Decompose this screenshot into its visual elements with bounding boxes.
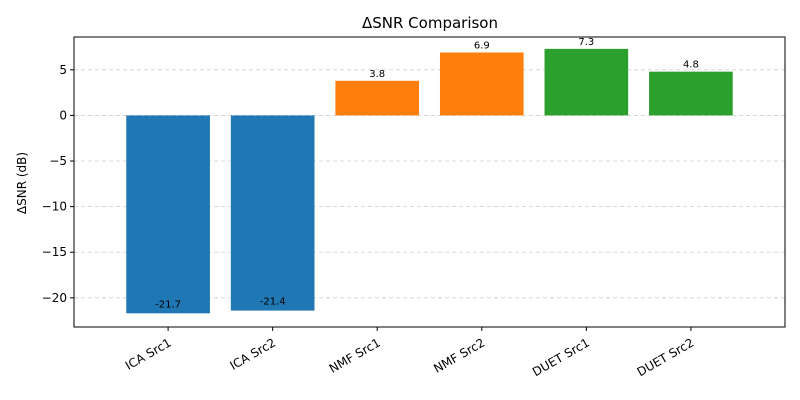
- bar: [649, 71, 733, 116]
- bar-value-label: 6.9: [474, 41, 490, 52]
- y-axis-label: ΔSNR (dB): [15, 152, 29, 214]
- x-tick-label: DUET Src1: [530, 335, 592, 379]
- bar-value-label: 3.8: [369, 69, 385, 80]
- x-tick-label: ICA Src1: [123, 335, 174, 372]
- y-tick-label: 5: [59, 63, 67, 77]
- bars: [126, 48, 733, 314]
- bar: [230, 115, 315, 311]
- x-tick-label: NMF Src2: [431, 335, 487, 375]
- chart-title: ΔSNR Comparison: [362, 14, 498, 32]
- y-axis-ticks: −20 −15 −10 −5 0 5: [42, 63, 74, 305]
- x-axis-ticks: ICA Src1 ICA Src2 NMF Src1 NMF Src2 DUET Src…: [123, 327, 697, 379]
- bar: [439, 52, 524, 116]
- x-tick-label: DUET Src2: [635, 335, 697, 379]
- bar: [544, 48, 629, 116]
- y-tick-label: −10: [42, 200, 67, 214]
- bar: [126, 115, 210, 314]
- bar-value-label: 7.3: [578, 37, 594, 48]
- x-tick-label: ICA Src2: [227, 335, 278, 372]
- y-tick-label: 0: [59, 108, 67, 122]
- y-tick-label: −5: [49, 154, 67, 168]
- y-tick-label: −20: [42, 291, 67, 305]
- plot-frame: [73, 36, 786, 328]
- bar-value-label: 4.8: [683, 60, 699, 71]
- bar-value-label: -21.4: [260, 297, 286, 308]
- bar-value-label: -21.7: [155, 299, 181, 310]
- bar: [335, 80, 420, 116]
- data-labels: -21.7 -21.4 3.8 6.9 7.3 4.8: [155, 37, 699, 310]
- x-tick-label: NMF Src1: [327, 335, 383, 375]
- y-tick-label: −15: [42, 245, 67, 259]
